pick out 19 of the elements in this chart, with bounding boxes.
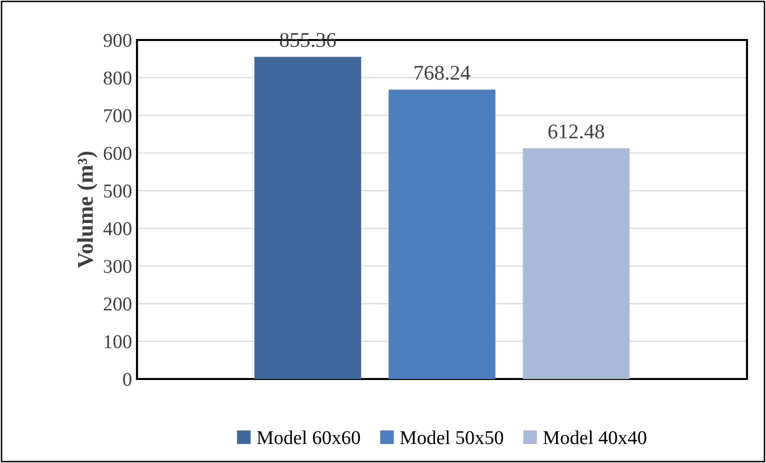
legend-label: Model 50x50 (400, 430, 504, 444)
y-tick-label: 300 (104, 260, 132, 273)
legend-label: Model 40x40 (543, 430, 646, 444)
data-label: 612.48 (548, 124, 604, 139)
data-label: 768.24 (414, 66, 470, 80)
y-tick-label: 200 (104, 297, 132, 311)
bar (388, 90, 496, 379)
y-tick-label: 900 (104, 34, 132, 47)
y-tick-label: 400 (103, 222, 132, 236)
y-tick-label: 800 (104, 71, 132, 85)
legend-label: Model 60x60 (257, 430, 360, 444)
y-axis-title: Volume (m³) (77, 152, 98, 268)
y-tick-label: 0 (123, 372, 132, 386)
y-tick-label: 100 (104, 335, 132, 348)
bar (254, 56, 362, 379)
y-tick-label: 600 (104, 146, 132, 160)
bar (522, 148, 630, 379)
y-tick-label: 500 (104, 184, 132, 198)
y-tick-label: 700 (104, 109, 132, 122)
